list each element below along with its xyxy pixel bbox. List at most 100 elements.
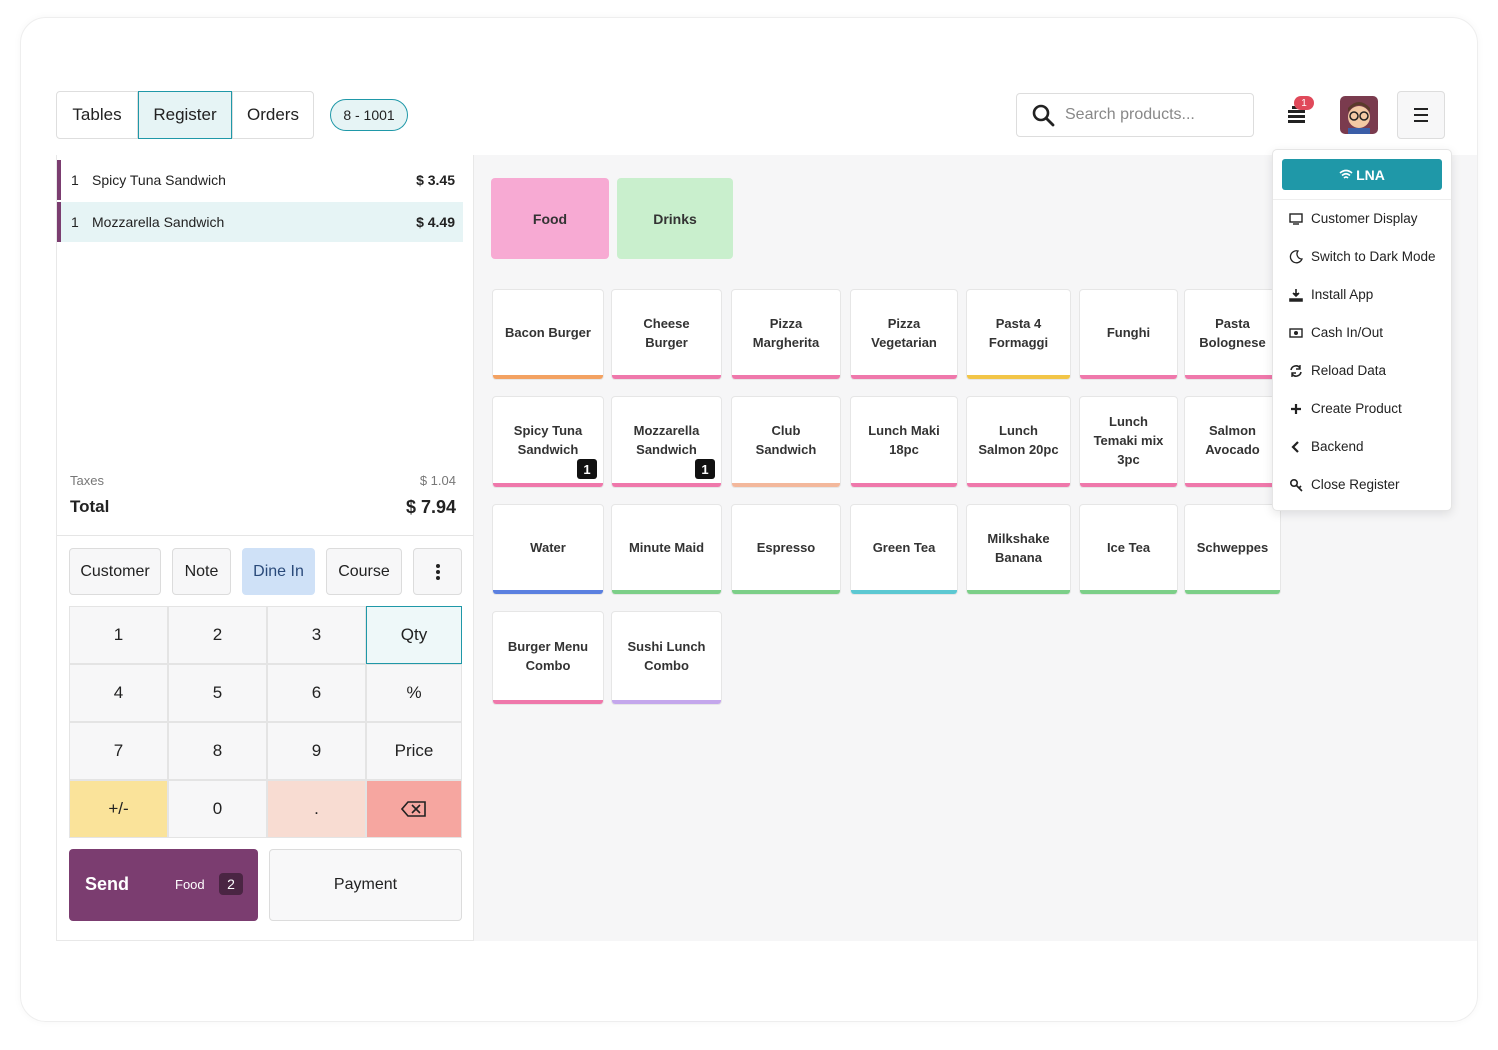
product-card[interactable]: Pasta 4 Formaggi xyxy=(966,289,1071,380)
product-card[interactable]: Mozzarella Sandwich 1 xyxy=(611,396,722,488)
product-name: Schweppes xyxy=(1196,540,1269,555)
product-card[interactable]: Sushi Lunch Combo xyxy=(611,611,722,705)
more-button[interactable] xyxy=(413,548,462,595)
menu-button[interactable] xyxy=(1397,91,1445,139)
order-line[interactable]: 1 Mozzarella Sandwich $ 4.49 xyxy=(57,202,463,242)
order-line[interactable]: 1 Spicy Tuna Sandwich $ 3.45 xyxy=(57,160,463,200)
numpad-key[interactable]: 5 xyxy=(168,664,267,722)
product-name: Salmon Avocado xyxy=(1205,423,1260,457)
product-card[interactable]: Lunch Temaki mix 3pc xyxy=(1079,396,1178,488)
lna-button[interactable]: LNA xyxy=(1282,159,1442,190)
product-card[interactable]: Ice Tea xyxy=(1079,504,1178,595)
action-button[interactable]: Customer xyxy=(69,548,161,595)
total-value: $ 7.94 xyxy=(405,497,456,517)
product-name: Pasta Bolognese xyxy=(1199,315,1266,350)
numpad-key[interactable]: 1 xyxy=(69,606,168,664)
product-card[interactable]: Pizza Margherita xyxy=(731,289,841,380)
tab-active[interactable]: Register xyxy=(138,91,232,139)
product-card[interactable]: Pizza Vegetarian xyxy=(850,289,958,380)
product-name: Milkshake Banana xyxy=(987,530,1050,565)
line-name: Mozzarella Sandwich xyxy=(92,214,225,230)
product-stripe xyxy=(612,700,721,704)
menu-label: Close Register xyxy=(1311,477,1400,492)
action-button[interactable]: Dine In xyxy=(242,548,315,595)
numpad-key[interactable]: Qty xyxy=(366,606,462,664)
category-button[interactable]: Food xyxy=(491,178,609,259)
numpad-key[interactable]: +/- xyxy=(69,780,168,838)
menu-label: Reload Data xyxy=(1311,363,1387,378)
category-button[interactable]: Drinks xyxy=(617,178,733,259)
product-card[interactable]: Burger Menu Combo xyxy=(492,611,604,705)
avatar[interactable] xyxy=(1340,96,1378,134)
numpad-key[interactable]: 6 xyxy=(267,664,366,722)
backspace-icon xyxy=(401,801,426,817)
product-stripe xyxy=(1185,375,1280,379)
product-card[interactable]: Spicy Tuna Sandwich 1 xyxy=(492,396,604,488)
product-card[interactable]: Lunch Salmon 20pc xyxy=(966,396,1071,488)
numpad-key[interactable]: 7 xyxy=(69,722,168,780)
numpad-key[interactable]: 2 xyxy=(168,606,267,664)
product-stripe xyxy=(967,483,1070,487)
product-name: Club Sandwich xyxy=(755,423,817,457)
numpad-key[interactable]: Price xyxy=(366,722,462,780)
action-button[interactable]: Note xyxy=(172,548,231,595)
menu-label: Customer Display xyxy=(1311,211,1418,226)
menu-label: Switch to Dark Mode xyxy=(1311,249,1436,264)
product-card[interactable]: Funghi xyxy=(1079,289,1178,380)
product-stripe xyxy=(732,483,840,487)
product-stripe xyxy=(612,590,721,594)
product-name: Cheese Burger xyxy=(643,315,690,350)
product-name: Water xyxy=(530,540,566,555)
menu-item[interactable]: Backend xyxy=(1289,439,1364,454)
product-name: Espresso xyxy=(756,540,816,555)
product-card[interactable]: Bacon Burger xyxy=(492,289,604,380)
product-card[interactable]: Cheese Burger xyxy=(611,289,722,380)
numpad-key[interactable]: . xyxy=(267,780,366,838)
product-name: Lunch Maki 18pc xyxy=(868,423,940,457)
menu-item[interactable]: Reload Data xyxy=(1289,363,1386,378)
numpad-key[interactable]: 8 xyxy=(168,722,267,780)
product-card[interactable]: Green Tea xyxy=(850,504,958,595)
payment-button[interactable]: Payment xyxy=(269,849,462,921)
numpad-key[interactable]: 4 xyxy=(69,664,168,722)
search-box[interactable]: Search products... xyxy=(1016,93,1254,137)
action-button[interactable]: Course xyxy=(326,548,402,595)
product-card[interactable]: Lunch Maki 18pc xyxy=(850,396,958,488)
lna-label: LNA xyxy=(1356,166,1385,183)
product-name: Bacon Burger xyxy=(505,325,591,340)
tab[interactable]: Orders xyxy=(232,91,314,139)
menu-item[interactable]: Switch to Dark Mode xyxy=(1289,249,1436,264)
menu-icon xyxy=(1289,327,1303,338)
product-card[interactable]: Minute Maid xyxy=(611,504,722,595)
product-name: Sushi Lunch Combo xyxy=(627,639,706,673)
order-badge[interactable]: 8 - 1001 xyxy=(330,99,408,131)
product-stripe xyxy=(851,483,957,487)
product-name: Green Tea xyxy=(872,540,936,555)
product-card[interactable]: Espresso xyxy=(731,504,841,595)
product-card[interactable]: Club Sandwich xyxy=(731,396,841,488)
product-stripe xyxy=(851,590,957,594)
menu-item[interactable]: Install App xyxy=(1289,287,1373,302)
product-name: Minute Maid xyxy=(628,540,705,555)
menu-label: Install App xyxy=(1311,287,1374,302)
product-card[interactable]: Salmon Avocado xyxy=(1184,396,1281,488)
menu-item[interactable]: Close Register xyxy=(1289,477,1400,492)
product-card[interactable]: Water xyxy=(492,504,604,595)
numpad-key[interactable]: 3 xyxy=(267,606,366,664)
product-card[interactable]: Pasta Bolognese xyxy=(1184,289,1281,380)
product-card[interactable]: Schweppes xyxy=(1184,504,1281,595)
backspace-key[interactable] xyxy=(366,780,462,838)
product-stripe xyxy=(1080,483,1177,487)
tab[interactable]: Tables xyxy=(56,91,138,139)
menu-item[interactable]: Cash In/Out xyxy=(1289,325,1383,340)
menu-item[interactable]: Customer Display xyxy=(1289,211,1418,226)
numpad-key[interactable]: % xyxy=(366,664,462,722)
numpad-key[interactable]: 9 xyxy=(267,722,366,780)
numpad-key[interactable]: 0 xyxy=(168,780,267,838)
menu-label: Backend xyxy=(1311,439,1364,454)
menu-icon xyxy=(1289,478,1303,492)
notification-count: 1 xyxy=(1294,96,1314,110)
product-card[interactable]: Milkshake Banana xyxy=(966,504,1071,595)
send-button[interactable]: Send Food 2 xyxy=(69,849,258,921)
menu-item[interactable]: Create Product xyxy=(1289,401,1402,416)
